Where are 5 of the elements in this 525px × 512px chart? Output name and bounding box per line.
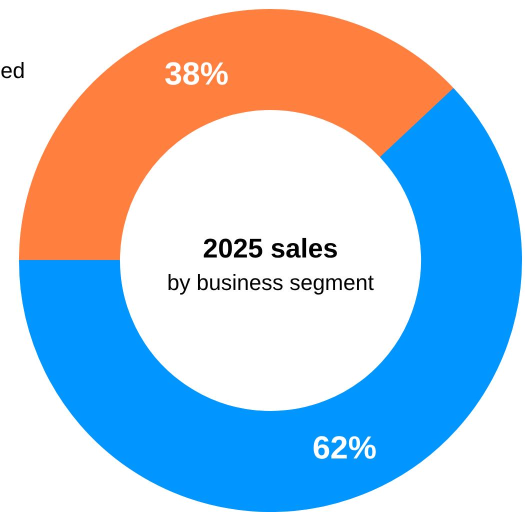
- text: by business segment: [167, 270, 374, 295]
- text: ed: [0, 58, 25, 83]
- text: 2025 sales: [202, 234, 338, 264]
- data-label: 62%: [312, 429, 377, 466]
- data-label: 38%: [164, 56, 229, 92]
